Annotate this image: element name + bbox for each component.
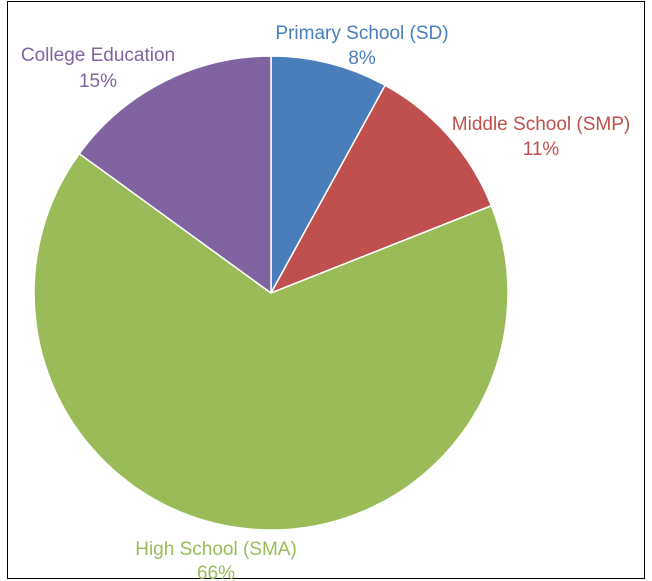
pie-slice-college-education (78, 55, 272, 294)
slice-value-high-school: 66% (197, 563, 235, 580)
pie-slices (33, 55, 509, 531)
slice-label-primary-school: Primary School (SD) (275, 23, 448, 44)
slice-value-primary-school: 8% (348, 48, 376, 69)
slice-value-college-education: 15% (79, 71, 117, 92)
chart-frame: Primary School (SD) 8% Middle School (SM… (7, 1, 645, 580)
slice-label-high-school: High School (SMA) (135, 539, 297, 560)
slice-label-college-education: College Education (21, 45, 175, 66)
pie-slice-high-school (33, 152, 509, 531)
pie-chart: Primary School (SD) 8% Middle School (SM… (21, 23, 630, 580)
slice-value-middle-school: 11% (523, 139, 560, 160)
pie-slice-primary-school (270, 55, 386, 294)
pie-slice-middle-school (270, 84, 493, 294)
slice-label-middle-school: Middle School (SMP) (452, 114, 630, 135)
